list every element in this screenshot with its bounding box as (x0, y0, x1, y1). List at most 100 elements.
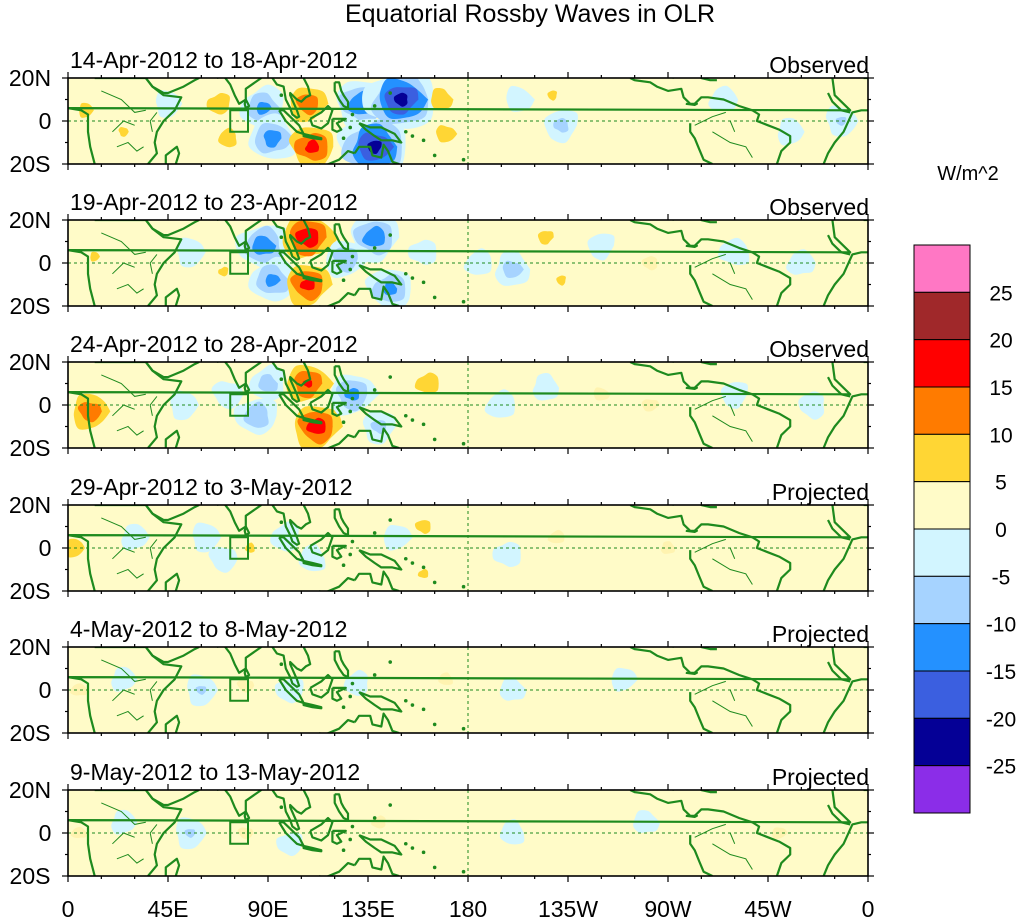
coastline (827, 519, 851, 541)
anomaly-contour (192, 522, 222, 553)
coastline (302, 274, 323, 283)
x-tick-label: 0 (62, 896, 75, 922)
island-marker (403, 698, 408, 703)
island-marker (461, 869, 466, 874)
coastline (672, 220, 717, 224)
coastline (331, 829, 347, 845)
coastline (358, 549, 403, 571)
island-marker (432, 437, 437, 442)
anomaly-contour (587, 233, 615, 261)
coastline (164, 857, 181, 876)
island-marker (279, 93, 284, 97)
island-marker (421, 280, 426, 285)
panel: 20N 0 20S 29-Apr-2012 to 3-May-2012 Projecte… (9, 474, 874, 604)
coastline (164, 429, 181, 448)
coastline (353, 427, 400, 448)
anomaly-contour (362, 225, 385, 247)
coastline (216, 78, 262, 105)
island-marker (432, 295, 437, 300)
country-border (729, 689, 736, 701)
island-marker (410, 703, 415, 707)
coastline (68, 505, 852, 591)
coastline (331, 117, 347, 133)
coastline (216, 220, 262, 247)
island-marker (461, 584, 466, 589)
coastline (693, 665, 792, 733)
y-tick-label: 0 (39, 820, 52, 846)
island-marker (388, 803, 393, 807)
coastline (333, 365, 350, 394)
coastline (629, 505, 698, 533)
anomaly-contour (69, 683, 88, 696)
coastline (672, 790, 717, 794)
country-border (729, 120, 736, 132)
island-marker (350, 539, 355, 544)
coastline (144, 362, 200, 379)
island-marker (432, 153, 437, 158)
country-border (101, 232, 146, 255)
country-border (729, 262, 736, 274)
island-marker (461, 441, 466, 446)
anomaly-contour (236, 679, 255, 693)
country-border (694, 111, 726, 126)
coastline (358, 122, 403, 144)
colorbar-swatch (913, 575, 971, 625)
anomaly-contour (263, 130, 282, 148)
anomaly-contour (553, 117, 569, 133)
coastline (144, 505, 200, 522)
coastline (216, 647, 262, 674)
coastline (309, 104, 334, 130)
panel: 20N 0 20S 9-May-2012 to 13-May-2012 Projecte… (9, 759, 874, 889)
anomaly-contour (90, 251, 100, 262)
island-marker (388, 91, 393, 95)
coastline (94, 505, 183, 591)
island-marker (432, 722, 437, 727)
island-marker (372, 246, 377, 250)
colorbar-label: 5 (995, 472, 1007, 495)
anomaly-field (90, 220, 816, 306)
coastline (689, 265, 713, 306)
panel-date-range: 9-May-2012 to 13-May-2012 (70, 759, 360, 785)
island-marker (348, 694, 353, 699)
coastline (94, 362, 183, 448)
colorbar-swatch (913, 339, 971, 388)
coastline (319, 292, 356, 306)
country-border (116, 853, 144, 864)
anomaly-contour (431, 88, 454, 110)
island-marker (410, 276, 415, 280)
colorbar-label: 0 (995, 519, 1007, 542)
country-border (149, 681, 158, 701)
coastline (309, 388, 334, 414)
anomaly-contour (611, 667, 639, 692)
panel: 20N 0 20S 14-Apr-2012 to 18-Apr-2012 Observe… (9, 47, 874, 177)
island-marker (350, 112, 355, 117)
coastline (822, 251, 868, 306)
coastlines (68, 647, 868, 733)
coastline (243, 240, 251, 252)
colorbar-label: -25 (986, 756, 1016, 779)
coastline (827, 804, 851, 826)
anomaly-contour (556, 275, 566, 286)
anomaly-contour (641, 256, 658, 271)
island-marker (341, 563, 346, 567)
anomaly-field (70, 809, 788, 857)
colorbar-swatch (913, 528, 971, 577)
island-marker (403, 841, 408, 846)
island-marker (279, 805, 284, 809)
island-marker (279, 235, 284, 239)
anomaly-contour (177, 237, 206, 268)
coastline (144, 78, 200, 95)
colorbar-swatch (913, 670, 971, 719)
coastline (68, 78, 852, 164)
colorbar-swatch (913, 623, 971, 672)
anomaly-contour (547, 90, 557, 101)
anomaly-contour (118, 127, 129, 137)
y-tick-label: 0 (39, 392, 52, 418)
anomaly-contour (771, 827, 788, 840)
coastline (693, 96, 792, 164)
coastline (309, 246, 334, 272)
island-marker (279, 377, 284, 382)
coastline (271, 790, 312, 831)
x-tick-label: 90W (644, 896, 692, 922)
